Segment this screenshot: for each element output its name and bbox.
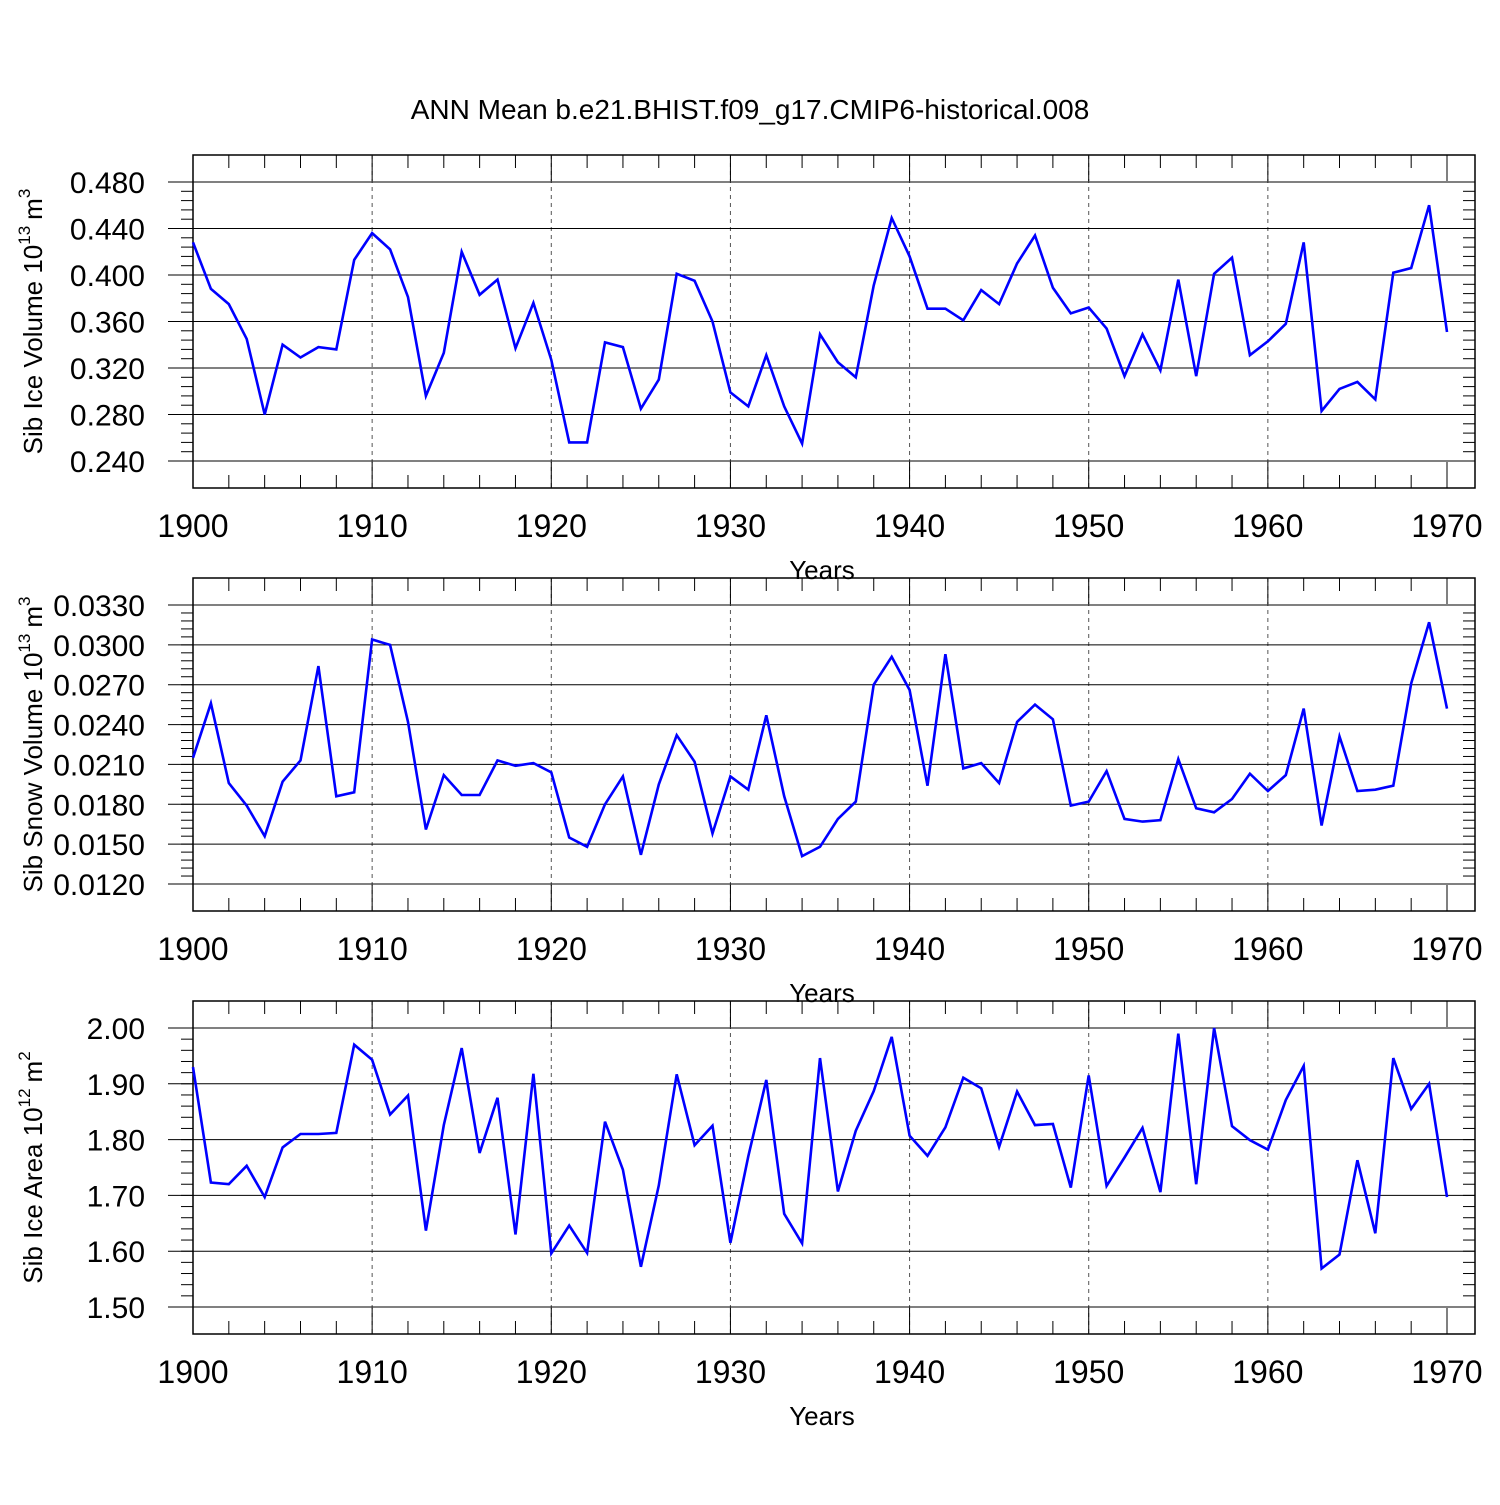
- y-axis-label-unit: m: [18, 606, 48, 628]
- y-axis-label-main: Sib Ice Volume 10: [18, 245, 48, 455]
- x-tick-label: 1900: [157, 508, 228, 544]
- x-tick-label: 1960: [1232, 931, 1303, 967]
- plot-frame: [192, 1000, 1476, 1335]
- x-tick-label: 1950: [1053, 931, 1124, 967]
- y-tick-label: 0.480: [70, 167, 145, 200]
- chart-panel-3: 1.50 1.60 1.70 1.80 1.90 2.00 1900 1910 1920 1930…: [15, 1000, 1483, 1431]
- y-tick-label: 0.0270: [53, 670, 145, 703]
- series-line: [191, 621, 1449, 858]
- y-tick-label: 1.80: [87, 1125, 145, 1158]
- y-tick-label: 0.0150: [53, 829, 145, 862]
- y-tick-label: 0.440: [70, 214, 145, 247]
- x-axis-label: Years: [789, 555, 855, 585]
- y-tick-label: 0.0210: [53, 749, 145, 782]
- x-tick-label: 1930: [695, 508, 766, 544]
- series-line: [191, 204, 1449, 448]
- x-tick-label: 1940: [874, 508, 945, 544]
- y-tick-label: 0.0240: [53, 710, 145, 743]
- y-tick-label: 1.70: [87, 1180, 145, 1213]
- x-axis-label: Years: [789, 1401, 855, 1431]
- y-tick-label: 0.280: [70, 400, 145, 433]
- x-tick-label: 1900: [157, 931, 228, 967]
- y-axis-label: Sib Ice Area 1012 m2: [15, 1051, 48, 1283]
- y-axis-label-exponent: 13: [15, 226, 34, 245]
- y-axis-label-exponent: 12: [15, 1088, 34, 1107]
- x-tick-label: 1970: [1411, 508, 1482, 544]
- y-tick-label: 0.240: [70, 446, 145, 479]
- x-tick-label: 1920: [516, 1354, 587, 1390]
- y-axis-label: Sib Ice Volume 1013 m3: [15, 189, 48, 455]
- x-tick-label: 1950: [1053, 1354, 1124, 1390]
- x-tick-label: 1930: [695, 931, 766, 967]
- chart-panel-1: 0.240 0.280 0.320 0.360 0.400 0.440 0.480 1900 1…: [15, 154, 1483, 585]
- x-tick-label: 1970: [1411, 931, 1482, 967]
- x-tick-label: 1970: [1411, 1354, 1482, 1390]
- x-tick-label: 1940: [874, 1354, 945, 1390]
- x-tick-label: 1920: [516, 931, 587, 967]
- y-tick-label: 0.0330: [53, 590, 145, 623]
- y-axis-label-main: Sib Snow Volume 10: [18, 653, 48, 893]
- y-tick-label: 0.360: [70, 307, 145, 340]
- y-tick-label: 1.90: [87, 1069, 145, 1102]
- y-axis-label-unit-exponent: 2: [15, 1051, 34, 1060]
- y-axis-label: Sib Snow Volume 1013 m3: [15, 597, 48, 893]
- y-axis-label-unit: m: [18, 1061, 48, 1083]
- x-tick-label: 1920: [516, 508, 587, 544]
- y-tick-label: 0.0180: [53, 789, 145, 822]
- y-tick-label: 0.0300: [53, 630, 145, 663]
- chart-panel-2: 0.0120 0.0150 0.0180 0.0210 0.0240 0.0270 0.03…: [15, 577, 1483, 1008]
- x-tick-label: 1950: [1053, 508, 1124, 544]
- y-axis-label-unit-exponent: 3: [15, 189, 34, 198]
- y-axis-label-unit-exponent: 3: [15, 597, 34, 606]
- x-tick-label: 1910: [337, 931, 408, 967]
- x-tick-label: 1940: [874, 931, 945, 967]
- x-tick-label: 1930: [695, 1354, 766, 1390]
- chart-title: ANN Mean b.e21.BHIST.f09_g17.CMIP6-histo…: [411, 94, 1090, 125]
- y-tick-label: 0.400: [70, 260, 145, 293]
- x-tick-label: 1910: [337, 1354, 408, 1390]
- y-tick-label: 2.00: [87, 1013, 145, 1046]
- series-line: [191, 1027, 1449, 1271]
- x-tick-label: 1960: [1232, 1354, 1303, 1390]
- plot-frame: [192, 577, 1476, 912]
- y-axis-label-exponent: 13: [15, 634, 34, 653]
- y-axis-label-main: Sib Ice Area 10: [18, 1107, 48, 1283]
- y-tick-label: 0.320: [70, 353, 145, 386]
- y-tick-label: 1.60: [87, 1236, 145, 1269]
- y-tick-label: 1.50: [87, 1292, 145, 1325]
- y-tick-label: 0.0120: [53, 869, 145, 902]
- y-axis-label-unit: m: [18, 198, 48, 220]
- x-tick-label: 1900: [157, 1354, 228, 1390]
- x-tick-label: 1910: [337, 508, 408, 544]
- x-tick-label: 1960: [1232, 508, 1303, 544]
- x-axis-label: Years: [789, 978, 855, 1008]
